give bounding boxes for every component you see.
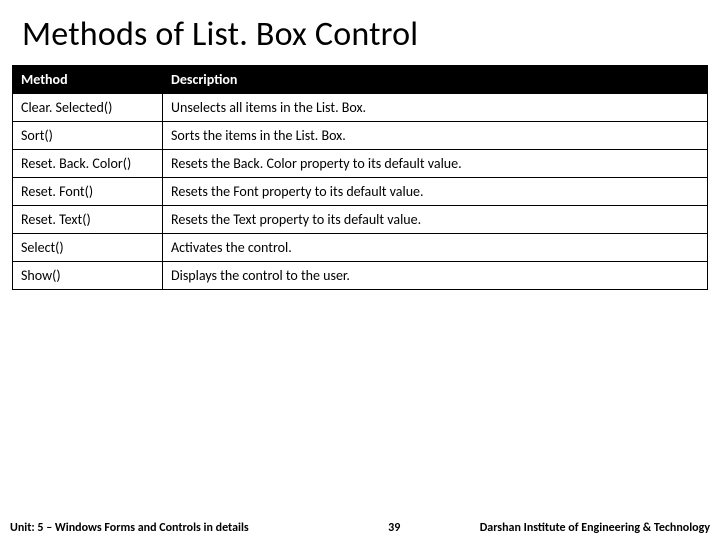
- table-row: Select() Activates the control.: [13, 234, 708, 262]
- table-header-row: Method Description: [13, 66, 708, 94]
- cell-method: Reset. Back. Color(): [13, 150, 163, 178]
- cell-description: Resets the Font property to its default …: [163, 178, 708, 206]
- col-header-description: Description: [163, 66, 708, 94]
- table-row: Show() Displays the control to the user.: [13, 262, 708, 290]
- cell-method: Show(): [13, 262, 163, 290]
- slide-title: Methods of List. Box Control: [0, 0, 720, 65]
- slide-footer: Unit: 5 – Windows Forms and Controls in …: [0, 516, 720, 540]
- cell-description: Unselects all items in the List. Box.: [163, 94, 708, 122]
- cell-description: Displays the control to the user.: [163, 262, 708, 290]
- table-row: Reset. Text() Resets the Text property t…: [13, 206, 708, 234]
- cell-method: Clear. Selected(): [13, 94, 163, 122]
- methods-table: Method Description Clear. Selected() Uns…: [12, 65, 708, 290]
- footer-page-number: 39: [249, 521, 480, 535]
- cell-method: Select(): [13, 234, 163, 262]
- footer-unit: Unit: 5 – Windows Forms and Controls in …: [0, 521, 249, 535]
- table-row: Clear. Selected() Unselects all items in…: [13, 94, 708, 122]
- footer-institute: Darshan Institute of Engineering & Techn…: [480, 521, 720, 535]
- cell-method: Sort(): [13, 122, 163, 150]
- cell-description: Activates the control.: [163, 234, 708, 262]
- cell-description: Resets the Text property to its default …: [163, 206, 708, 234]
- slide: Methods of List. Box Control Method Desc…: [0, 0, 720, 540]
- cell-description: Sorts the items in the List. Box.: [163, 122, 708, 150]
- cell-method: Reset. Font(): [13, 178, 163, 206]
- cell-description: Resets the Back. Color property to its d…: [163, 150, 708, 178]
- table-row: Sort() Sorts the items in the List. Box.: [13, 122, 708, 150]
- cell-method: Reset. Text(): [13, 206, 163, 234]
- table-row: Reset. Font() Resets the Font property t…: [13, 178, 708, 206]
- col-header-method: Method: [13, 66, 163, 94]
- table-row: Reset. Back. Color() Resets the Back. Co…: [13, 150, 708, 178]
- table-container: Method Description Clear. Selected() Uns…: [0, 65, 720, 290]
